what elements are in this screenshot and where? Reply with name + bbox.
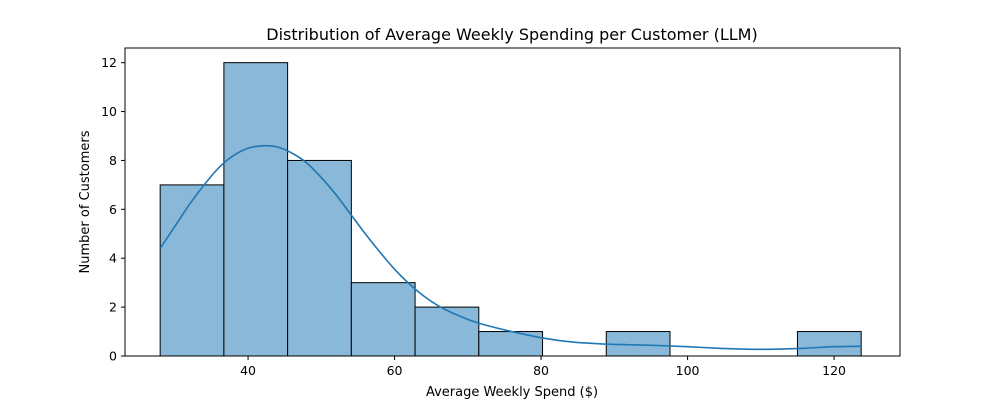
histogram-bar [414,306,480,357]
histogram-bar [287,159,352,357]
histogram-bar [223,62,289,357]
y-tick-label: 0 [109,349,117,364]
x-tick-label: 60 [387,363,403,378]
y-tick-label: 8 [109,153,117,168]
y-axis-label: Number of Customers [78,130,93,273]
histogram-bar [478,331,544,357]
x-tick-label: 120 [822,363,846,378]
y-tick-label: 6 [109,202,117,217]
x-tick-label: 40 [240,363,256,378]
histogram-bar [350,282,416,357]
x-tick-label: 100 [676,363,700,378]
x-axis-label: Average Weekly Spend ($) [426,385,598,400]
histogram-bar [159,184,225,357]
y-tick-label: 12 [101,55,117,70]
y-axis-ticks: 0 2 4 6 8 10 12 [101,55,125,364]
plot-frame [124,47,901,357]
y-tick-label: 2 [109,300,117,315]
y-tick-label: 10 [101,104,117,119]
x-tick-label: 80 [533,363,549,378]
kde-curve [159,144,862,351]
y-tick-label: 4 [109,251,117,266]
chart-title: Distribution of Average Weekly Spending … [266,25,757,44]
x-axis-ticks: 40 60 80 100 120 [240,356,846,378]
histogram-bar [796,331,862,357]
histogram-bars [159,62,862,357]
